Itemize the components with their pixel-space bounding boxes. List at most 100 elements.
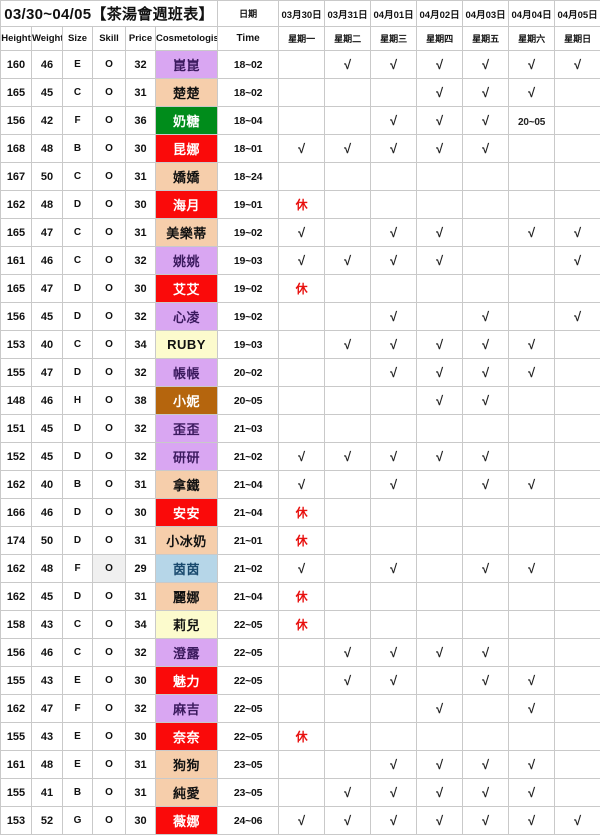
cell-day-3: √	[370, 666, 418, 695]
cell-day-2: √	[324, 638, 372, 667]
cell-weight: 41	[31, 778, 63, 807]
cell-height: 162	[0, 190, 32, 219]
table-row: 156 45 D O 32 心凌 19~02 √ √ √	[0, 302, 600, 331]
cell-day-6	[508, 638, 556, 667]
cell-skill: O	[92, 442, 126, 471]
column-header-price: Price	[125, 26, 156, 51]
cell-size: F	[62, 554, 93, 583]
cell-cosmetologist-name: 美樂蒂	[154, 218, 219, 247]
cell-day-1: √	[278, 470, 326, 499]
cell-weight: 47	[31, 218, 63, 247]
check-icon: √	[344, 336, 352, 352]
cell-time: 18~24	[217, 162, 280, 191]
check-icon: √	[528, 672, 536, 688]
cell-day-4	[416, 526, 464, 555]
table-row: 155 43 E O 30 魅力 22~05 √ √ √ √	[0, 666, 600, 695]
cell-day-2	[324, 526, 372, 555]
cell-day-1: 休	[278, 274, 326, 303]
cell-size: B	[62, 134, 93, 163]
cell-day-3: √	[370, 638, 418, 667]
cell-day-7	[554, 750, 600, 779]
cell-price: 31	[125, 582, 156, 611]
cell-day-7	[554, 638, 600, 667]
cell-price: 32	[125, 414, 156, 443]
cell-day-7	[554, 470, 600, 499]
cell-cosmetologist-name: 昆娜	[154, 134, 219, 163]
cell-skill: O	[92, 526, 126, 555]
cell-skill: O	[92, 610, 126, 639]
table-row: 165 47 D O 30 艾艾 19~02 休	[0, 274, 600, 303]
cell-skill: O	[92, 498, 126, 527]
cell-time: 19~02	[217, 218, 280, 247]
cell-time: 22~05	[217, 694, 280, 723]
cell-skill: O	[92, 582, 126, 611]
cell-day-6: √	[508, 330, 556, 359]
cell-price: 32	[125, 442, 156, 471]
cell-day-1	[278, 666, 326, 695]
rest-label: 休	[295, 533, 308, 548]
check-icon: √	[298, 448, 306, 464]
cell-size: B	[62, 778, 93, 807]
cell-size: C	[62, 610, 93, 639]
cell-cosmetologist-name: 麻吉	[154, 694, 219, 723]
cell-time: 18~02	[217, 78, 280, 107]
cell-weight: 47	[31, 694, 63, 723]
cell-day-3	[370, 386, 418, 415]
check-icon: √	[298, 252, 306, 268]
table-row: 162 45 D O 31 麗娜 21~04 休	[0, 582, 600, 611]
cell-day-4	[416, 162, 464, 191]
cell-day-4: √	[416, 330, 464, 359]
cell-day-7	[554, 554, 600, 583]
cell-height: 153	[0, 330, 32, 359]
table-row: 151 45 D O 32 歪歪 21~03	[0, 414, 600, 443]
cell-time: 21~04	[217, 498, 280, 527]
cell-day-3: √	[370, 246, 418, 275]
cell-day-2	[324, 414, 372, 443]
cell-day-7	[554, 778, 600, 807]
cell-skill: O	[92, 218, 126, 247]
cell-day-4: √	[416, 386, 464, 415]
check-icon: √	[344, 784, 352, 800]
cell-height: 162	[0, 554, 32, 583]
cell-day-5: √	[462, 750, 510, 779]
cell-day-4: √	[416, 750, 464, 779]
cell-price: 31	[125, 526, 156, 555]
weekday-header-6: 星期六	[508, 26, 556, 51]
cell-day-5: √	[462, 778, 510, 807]
cell-height: 156	[0, 106, 32, 135]
cell-day-5	[462, 694, 510, 723]
cell-skill: O	[92, 78, 126, 107]
cell-day-7	[554, 666, 600, 695]
cell-weight: 45	[31, 414, 63, 443]
cell-day-4	[416, 666, 464, 695]
cell-skill: O	[92, 722, 126, 751]
table-row: 155 43 E O 30 奈奈 22~05 休	[0, 722, 600, 751]
cell-weight: 46	[31, 498, 63, 527]
cell-weight: 40	[31, 470, 63, 499]
cell-day-5: √	[462, 134, 510, 163]
cell-day-7: √	[554, 246, 600, 275]
check-icon: √	[528, 700, 536, 716]
cell-day-5	[462, 218, 510, 247]
cell-cosmetologist-name: 狗狗	[154, 750, 219, 779]
cell-price: 34	[125, 330, 156, 359]
check-icon: √	[390, 784, 398, 800]
cell-day-4: √	[416, 218, 464, 247]
cell-weight: 47	[31, 274, 63, 303]
table-row: 165 47 C O 31 美樂蒂 19~02 √ √ √ √ √	[0, 218, 600, 247]
cell-skill: O	[92, 106, 126, 135]
check-icon: √	[482, 84, 490, 100]
cell-height: 174	[0, 526, 32, 555]
cell-day-6	[508, 526, 556, 555]
check-icon: √	[482, 448, 490, 464]
cell-day-2	[324, 302, 372, 331]
cell-weight: 48	[31, 554, 63, 583]
cell-day-7	[554, 610, 600, 639]
cell-time: 18~01	[217, 134, 280, 163]
check-icon: √	[528, 784, 536, 800]
cell-price: 30	[125, 498, 156, 527]
table-row: 155 47 D O 32 帳帳 20~02 √ √ √ √	[0, 358, 600, 387]
cell-day-2	[324, 470, 372, 499]
cell-day-3	[370, 78, 418, 107]
check-icon: √	[298, 476, 306, 492]
